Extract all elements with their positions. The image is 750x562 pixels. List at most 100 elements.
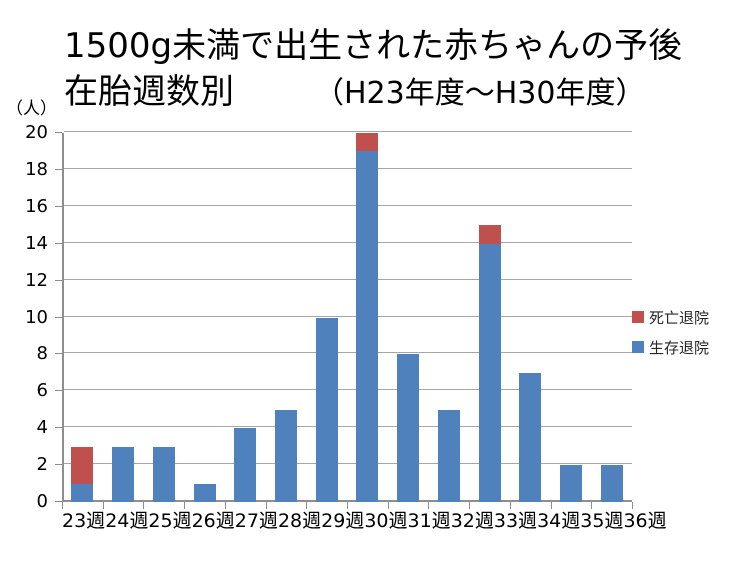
bar-segment-survived-26週: [193, 483, 216, 502]
chart-subtitle-row: 在胎週数別 （H23年度～H30年度）: [64, 70, 645, 116]
y-tick-label: 18: [25, 158, 48, 180]
y-tick-mark: [55, 464, 62, 466]
gridline-y14: [64, 241, 632, 243]
bar-slot-36週: [591, 133, 632, 502]
x-tick-mark: [184, 502, 186, 509]
y-tick-label: 6: [36, 380, 48, 402]
x-tick-mark: [428, 502, 430, 509]
y-tick-label: 20: [25, 122, 48, 143]
gridline-y16: [64, 204, 632, 206]
x-tick-label-25週: 25週: [148, 510, 192, 532]
x-tick-mark: [224, 502, 226, 509]
x-tick-mark: [347, 502, 348, 509]
gridline-y18: [64, 167, 632, 169]
bar-segment-survived-32週: [437, 409, 460, 502]
y-tick-mark: [55, 390, 62, 392]
y-tick-mark: [55, 501, 62, 502]
bar-segment-died-33週: [478, 225, 501, 244]
x-tick-mark: [102, 502, 104, 509]
bar-slot-31週: [388, 133, 429, 502]
bar-slot-24週: [103, 133, 144, 502]
y-tick-label: 12: [25, 269, 48, 291]
gridline-y10: [64, 315, 632, 317]
bar-slot-32週: [428, 133, 469, 502]
x-tick-label-34週: 34週: [537, 510, 581, 532]
x-tick-label-36週: 36週: [623, 510, 667, 532]
bar-slot-35週: [551, 133, 592, 502]
y-tick-label: 2: [36, 454, 48, 476]
legend-label-died: 死亡退院: [649, 308, 710, 327]
x-tick-label-33週: 33週: [493, 510, 538, 532]
x-tick-mark: [469, 502, 471, 509]
chart-subtitle: 在胎週数別: [64, 72, 234, 112]
x-tick-mark: [306, 502, 308, 509]
gridline-y12: [64, 278, 632, 280]
y-tick-label: 8: [36, 343, 48, 365]
x-tick-label-30週: 30週: [364, 510, 408, 532]
bar-segment-survived-23週: [71, 483, 94, 502]
x-tick-mark: [632, 502, 633, 509]
x-tick-mark: [143, 502, 145, 509]
y-tick-mark: [55, 427, 62, 429]
chart-title: 1500g未満で出生された赤ちゃんの予後: [64, 26, 683, 66]
bar-slot-27週: [225, 133, 266, 502]
x-tick-label-28週: 28週: [277, 510, 322, 532]
bar-segment-survived-33週: [478, 243, 501, 502]
bar-segment-died-30週: [356, 133, 379, 152]
gridline-y6: [64, 389, 632, 391]
plot-area: [62, 131, 632, 502]
y-tick-mark: [55, 316, 62, 318]
gridline-y4: [64, 426, 632, 428]
period-label: （H23年度～H30年度）: [314, 76, 646, 111]
y-tick-label: 14: [25, 232, 48, 254]
bar-slot-23週: [62, 133, 103, 502]
bar-segment-survived-27週: [234, 428, 257, 502]
bar-segment-survived-28週: [274, 409, 297, 502]
x-tick-mark: [591, 502, 593, 509]
gridline-y8: [64, 352, 632, 354]
bar-slot-25週: [143, 133, 184, 502]
x-tick-label-29週: 29週: [321, 510, 365, 532]
legend-swatch-died: [632, 311, 644, 323]
bar-slot-26週: [184, 133, 225, 502]
legend: 死亡退院 生存退院: [632, 306, 709, 366]
y-tick-mark: [55, 168, 62, 170]
y-tick-label: 0: [36, 491, 48, 512]
bar-segment-survived-36週: [600, 465, 623, 502]
bar-segment-died-23週: [71, 446, 94, 484]
legend-item-survived: 生存退院: [632, 336, 709, 358]
bars-row: [62, 133, 632, 502]
y-tick-mark: [55, 279, 62, 281]
y-tick-mark: [55, 132, 62, 133]
legend-swatch-survived: [632, 341, 644, 353]
bar-slot-34週: [510, 133, 551, 502]
x-axis-labels: 23週 24週 25週 26週 27週 28週 29週 30週 31週 32週 33週 34週 35週 3…: [62, 508, 667, 534]
x-tick-label-31週: 31週: [407, 510, 451, 532]
x-tick-label-24週: 24週: [105, 510, 149, 532]
x-tick-mark: [62, 502, 63, 509]
legend-label-survived: 生存退院: [649, 338, 710, 357]
bar-slot-28週: [266, 133, 307, 502]
y-tick-mark: [55, 353, 62, 355]
x-tick-label-23週: 23週: [62, 510, 106, 532]
gridline-y20: [64, 131, 632, 132]
x-tick-label-27週: 27週: [234, 510, 278, 532]
bar-slot-29週: [306, 133, 347, 502]
legend-item-died: 死亡退院: [632, 306, 709, 328]
y-tick-label: 16: [25, 195, 48, 217]
y-tick-mark: [55, 242, 62, 244]
x-tick-mark: [509, 502, 511, 509]
bar-segment-survived-25週: [152, 446, 175, 502]
x-tick-mark: [265, 502, 267, 509]
bar-segment-survived-31週: [397, 354, 420, 502]
bar-segment-survived-24週: [112, 446, 135, 502]
x-tick-mark: [550, 502, 552, 509]
y-tick-label: 4: [36, 417, 48, 439]
bar-segment-survived-35週: [559, 465, 582, 502]
x-tick-label-35週: 35週: [580, 510, 624, 532]
y-tick-label: 10: [25, 306, 48, 328]
y-axis-unit-label: （人）: [6, 99, 57, 119]
x-tick-mark: [387, 502, 389, 509]
